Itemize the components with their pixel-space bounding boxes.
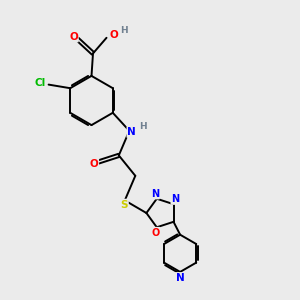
Text: O: O	[69, 32, 78, 42]
Text: O: O	[109, 30, 118, 40]
Text: O: O	[152, 228, 160, 238]
Text: H: H	[120, 26, 128, 35]
Text: Cl: Cl	[35, 78, 46, 88]
Text: N: N	[151, 189, 159, 199]
Text: N: N	[171, 194, 179, 204]
Text: S: S	[121, 200, 128, 210]
Text: N: N	[176, 273, 184, 283]
Text: O: O	[89, 159, 98, 169]
Text: H: H	[140, 122, 147, 131]
Text: N: N	[127, 127, 136, 137]
